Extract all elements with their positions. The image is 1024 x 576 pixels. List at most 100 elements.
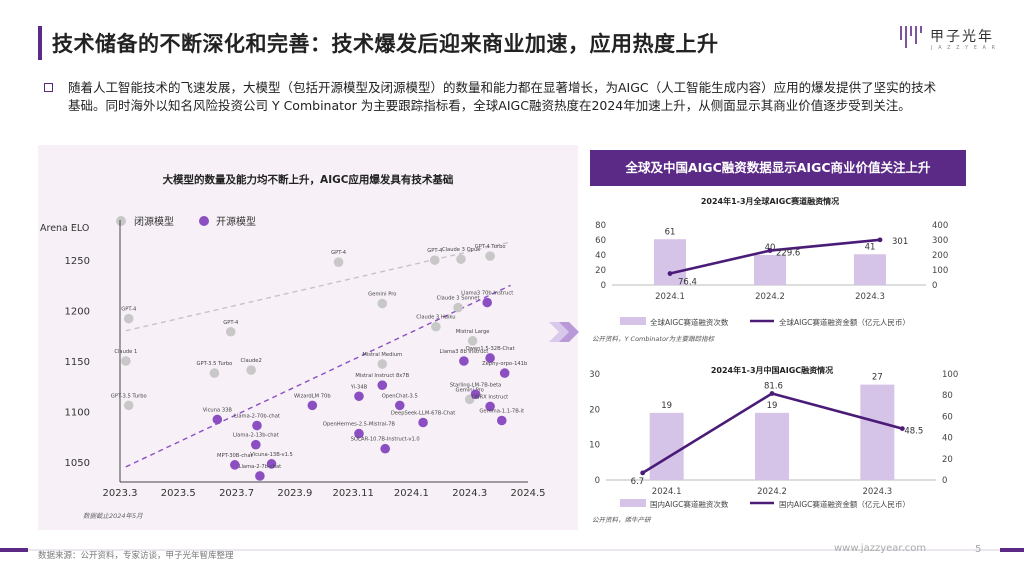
legend-open-marker [199,216,209,226]
title-accent-bar [38,26,42,60]
closed-model-point [121,356,131,366]
open-model-point [394,400,405,411]
closed-model-point [225,326,236,337]
model-label: Mistral Medium [362,352,402,358]
model-label: SOLAR-10.7B-Instruct-v1.0 [351,437,420,443]
open-model-point [499,368,510,378]
global-x-tick: 2024.2 [755,292,785,302]
closed-model-point [453,302,463,313]
global-title: 2024年1-3月全球AIGC赛道融资情况 [701,196,839,206]
global-legend-line-label: 全球AIGC赛道融资金额（亿元人民币） [779,317,910,327]
open-model-point [459,356,469,366]
china-bar-label: 19 [661,401,672,411]
china-legend-bar-swatch [620,499,646,507]
arrow-right-icon [549,322,579,342]
footer-url[interactable]: www.jazzyear.com [834,543,927,554]
china-bar [649,412,684,480]
x-tick-label: 2024.3 [452,488,487,499]
scatter-ylabel: Arena ELO [40,223,89,234]
china-line-point [899,426,905,431]
china-bar-label: 27 [872,373,883,383]
china-yright-tick: 80 [942,391,953,401]
y-tick-label: 1200 [65,307,90,318]
china-line-point [769,391,775,396]
open-model-point [212,414,223,425]
y-tick-label: 1150 [65,357,90,368]
footer-accent-right [1000,548,1024,552]
global-bar-label: 61 [665,227,676,237]
china-legend-bar-label: 国内AIGC赛道融资次数 [650,499,729,509]
china-x-tick: 2024.3 [862,487,892,497]
global-yleft-tick: 0 [601,281,606,291]
china-yright-tick: 20 [942,455,953,465]
open-model-point [252,420,262,431]
china-line-label: 48.5 [904,427,923,437]
model-elo-scatter-chart: 大模型的数量及能力均不断上升，AIGC应用爆发具有技术基础 Arena ELO 闭源… [40,173,546,520]
model-label: WizardLM 70b [294,393,331,399]
model-label: Llama-2-7b-chat [239,464,282,470]
china-yleft-tick: 10 [590,441,600,451]
closed-model-point [123,313,134,324]
global-bar [654,239,686,285]
model-label: Llama3 8b Instruct [439,349,488,355]
global-bar [854,254,886,285]
global-line-label: 229.6 [776,249,800,259]
y-tick-label: 1100 [65,407,90,418]
model-label: Claude 3 Haiku [416,315,455,321]
y-tick-label: 1050 [65,458,90,469]
model-label: Vicuna-13B-v1.5 [250,452,293,458]
footer-accent-left [0,548,28,552]
model-label: Qwen1.5-32B-Chat [466,346,515,352]
closed-model-point [467,336,478,346]
model-label: Gemini Pro [368,292,396,298]
model-label: GPT-4 [121,307,137,313]
global-line-point [767,248,773,253]
global-line-point [877,237,883,243]
china-yleft-tick: 0 [595,476,600,486]
china-aigc-funding-chart: 2024年1-3月中国AIGC融资情况 0 10 20 30 0 20 40 60 80 100 19… [590,365,958,524]
closed-model-point [333,257,344,267]
global-yright-tick: 100 [932,266,948,276]
y-tick-label: 1250 [65,256,90,267]
open-model-point [230,460,240,470]
closed-model-point [377,359,388,369]
x-tick-label: 2024.5 [511,488,546,499]
model-label: Gemini Pro [456,387,484,393]
bullet-square-icon [44,83,53,92]
global-x-tick: 2024.1 [655,292,685,302]
model-label: GPT-4 Turbo [475,244,506,250]
global-bar [754,255,786,285]
model-label: DeepSeek-LLM-67B-Chat [391,411,456,417]
closed-model-point [485,251,495,261]
closed-model-point [429,255,440,265]
open-model-point [251,439,261,450]
open-model-point [255,471,265,481]
x-tick-label: 2023.11 [332,488,373,499]
open-model-point [482,297,493,308]
global-note: 公开资料，Y Combinator为主要跟踪指标 [592,335,716,343]
global-yleft-tick: 20 [595,266,606,276]
china-yright-tick: 60 [942,412,953,422]
global-legend-bar-swatch [620,317,646,325]
open-model-point [485,353,495,363]
model-label: Llama3 70b Instruct [461,291,513,297]
model-label: Claude2 [240,358,261,364]
model-label: GPT-4 [427,248,443,254]
closed-model-point [377,298,388,309]
model-label: Mistral Instruct 8x7B [355,373,409,379]
global-yleft-tick: 60 [595,236,606,246]
model-label: OpenHermes-2.5-Mistral-7B [323,422,396,428]
right-panel-header: 全球及中国AIGC融资数据显示AIGC商业价值关注上升 [590,150,966,186]
china-bar [860,384,895,480]
open-trend-line [125,284,511,468]
global-line-point [667,271,673,276]
china-line-point [640,470,646,476]
china-bar [755,412,789,480]
model-label: Yi-34B [350,384,368,390]
model-label: Llama-2-70b-chat [234,414,280,420]
china-title: 2024年1-3月中国AIGC融资情况 [711,365,833,375]
page-number: 5 [975,544,982,555]
model-label: GPT-4 [331,250,347,256]
china-note: 公开资料，烯牛产研 [592,516,652,524]
x-tick-label: 2023.7 [219,488,254,499]
